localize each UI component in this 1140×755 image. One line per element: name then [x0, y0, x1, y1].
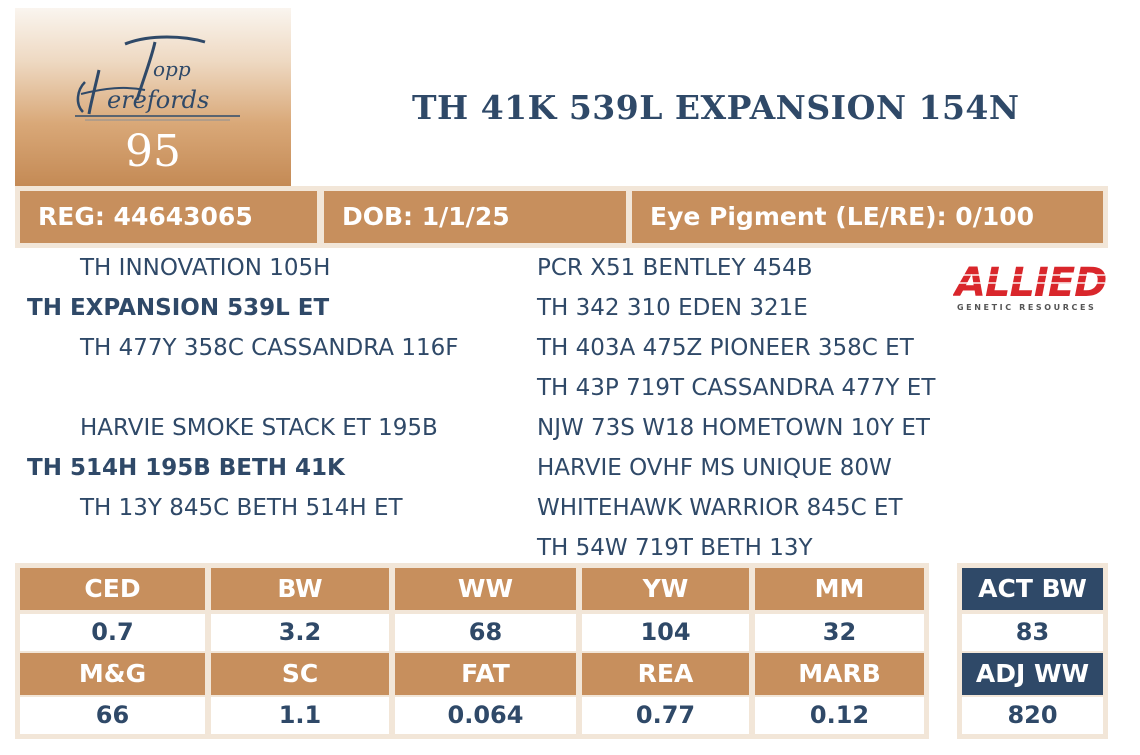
epd-header-rea: REA — [582, 653, 749, 695]
epd-header-ww: WW — [395, 568, 576, 610]
epd-value-marb: 0.12 — [755, 697, 924, 734]
epd-header-marb: MARB — [755, 653, 924, 695]
svg-text:opp: opp — [153, 57, 191, 81]
epd-header-fat: FAT — [395, 653, 576, 695]
epd-header-yw: YW — [582, 568, 749, 610]
pedigree-right-4: TH 43P 719T CASSANDRA 477Y ET — [537, 375, 936, 401]
pedigree-sire-dam: TH 477Y 358C CASSANDRA 116F — [80, 335, 459, 361]
epd-value-rea: 0.77 — [582, 697, 749, 734]
pedigree-right-1: PCR X51 BENTLEY 454B — [537, 255, 813, 281]
actual-weights-table: ACT BW 83 ADJ WW 820 — [957, 563, 1108, 739]
topp-herefords-logo: opp erefords — [75, 35, 240, 121]
epd-header-ced: CED — [20, 568, 205, 610]
epd-value-ww: 68 — [395, 614, 576, 651]
epd-header-mg: M&G — [20, 653, 205, 695]
act-bw-value: 83 — [962, 614, 1103, 651]
pedigree-sire: TH EXPANSION 539L ET — [27, 295, 330, 321]
lot-number: 95 — [125, 126, 181, 177]
pedigree-right-7: WHITEHAWK WARRIOR 845C ET — [537, 495, 903, 521]
epd-value-ced: 0.7 — [20, 614, 205, 651]
pedigree-right-3: TH 403A 475Z PIONEER 358C ET — [537, 335, 914, 361]
adj-ww-header: ADJ WW — [962, 653, 1103, 695]
allied-genetic-resources-logo: ALLIED GENETIC RESOURCES — [953, 260, 1107, 312]
registration-number: REG: 44643065 — [20, 191, 317, 243]
eye-pigment: Eye Pigment (LE/RE): 0/100 — [632, 191, 1103, 243]
epd-header-sc: SC — [211, 653, 389, 695]
epd-value-mm: 32 — [755, 614, 924, 651]
epd-header-mm: MM — [755, 568, 924, 610]
pedigree-sire-sire: TH INNOVATION 105H — [80, 255, 331, 281]
epd-table: CED BW WW YW MM 0.7 3.2 68 104 32 M&G SC… — [15, 563, 929, 739]
pedigree-right-5: NJW 73S W18 HOMETOWN 10Y ET — [537, 415, 930, 441]
logo-block: opp erefords 95 — [15, 8, 291, 186]
act-bw-header: ACT BW — [962, 568, 1103, 610]
epd-value-sc: 1.1 — [211, 697, 389, 734]
id-bar: REG: 44643065 DOB: 1/1/25 Eye Pigment (L… — [15, 186, 1108, 248]
animal-name-title: TH 41K 539L EXPANSION 154N — [412, 88, 1020, 127]
svg-text:GENETIC RESOURCES: GENETIC RESOURCES — [957, 303, 1096, 312]
epd-value-mg: 66 — [20, 697, 205, 734]
pedigree-right-8: TH 54W 719T BETH 13Y — [537, 535, 813, 561]
adj-ww-value: 820 — [962, 697, 1103, 734]
pedigree-dam: TH 514H 195B BETH 41K — [27, 455, 345, 481]
pedigree-right-2: TH 342 310 EDEN 321E — [537, 295, 808, 321]
epd-value-yw: 104 — [582, 614, 749, 651]
pedigree-dam-sire: HARVIE SMOKE STACK ET 195B — [80, 415, 438, 441]
epd-value-fat: 0.064 — [395, 697, 576, 734]
epd-value-bw: 3.2 — [211, 614, 389, 651]
svg-text:erefords: erefords — [107, 86, 209, 114]
epd-header-bw: BW — [211, 568, 389, 610]
pedigree-right-6: HARVIE OVHF MS UNIQUE 80W — [537, 455, 892, 481]
pedigree-dam-dam: TH 13Y 845C BETH 514H ET — [80, 495, 403, 521]
date-of-birth: DOB: 1/1/25 — [324, 191, 626, 243]
